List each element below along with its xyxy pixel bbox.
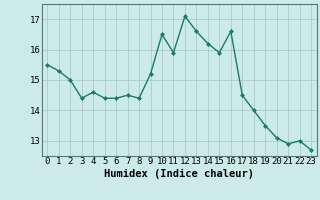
X-axis label: Humidex (Indice chaleur): Humidex (Indice chaleur): [104, 169, 254, 179]
